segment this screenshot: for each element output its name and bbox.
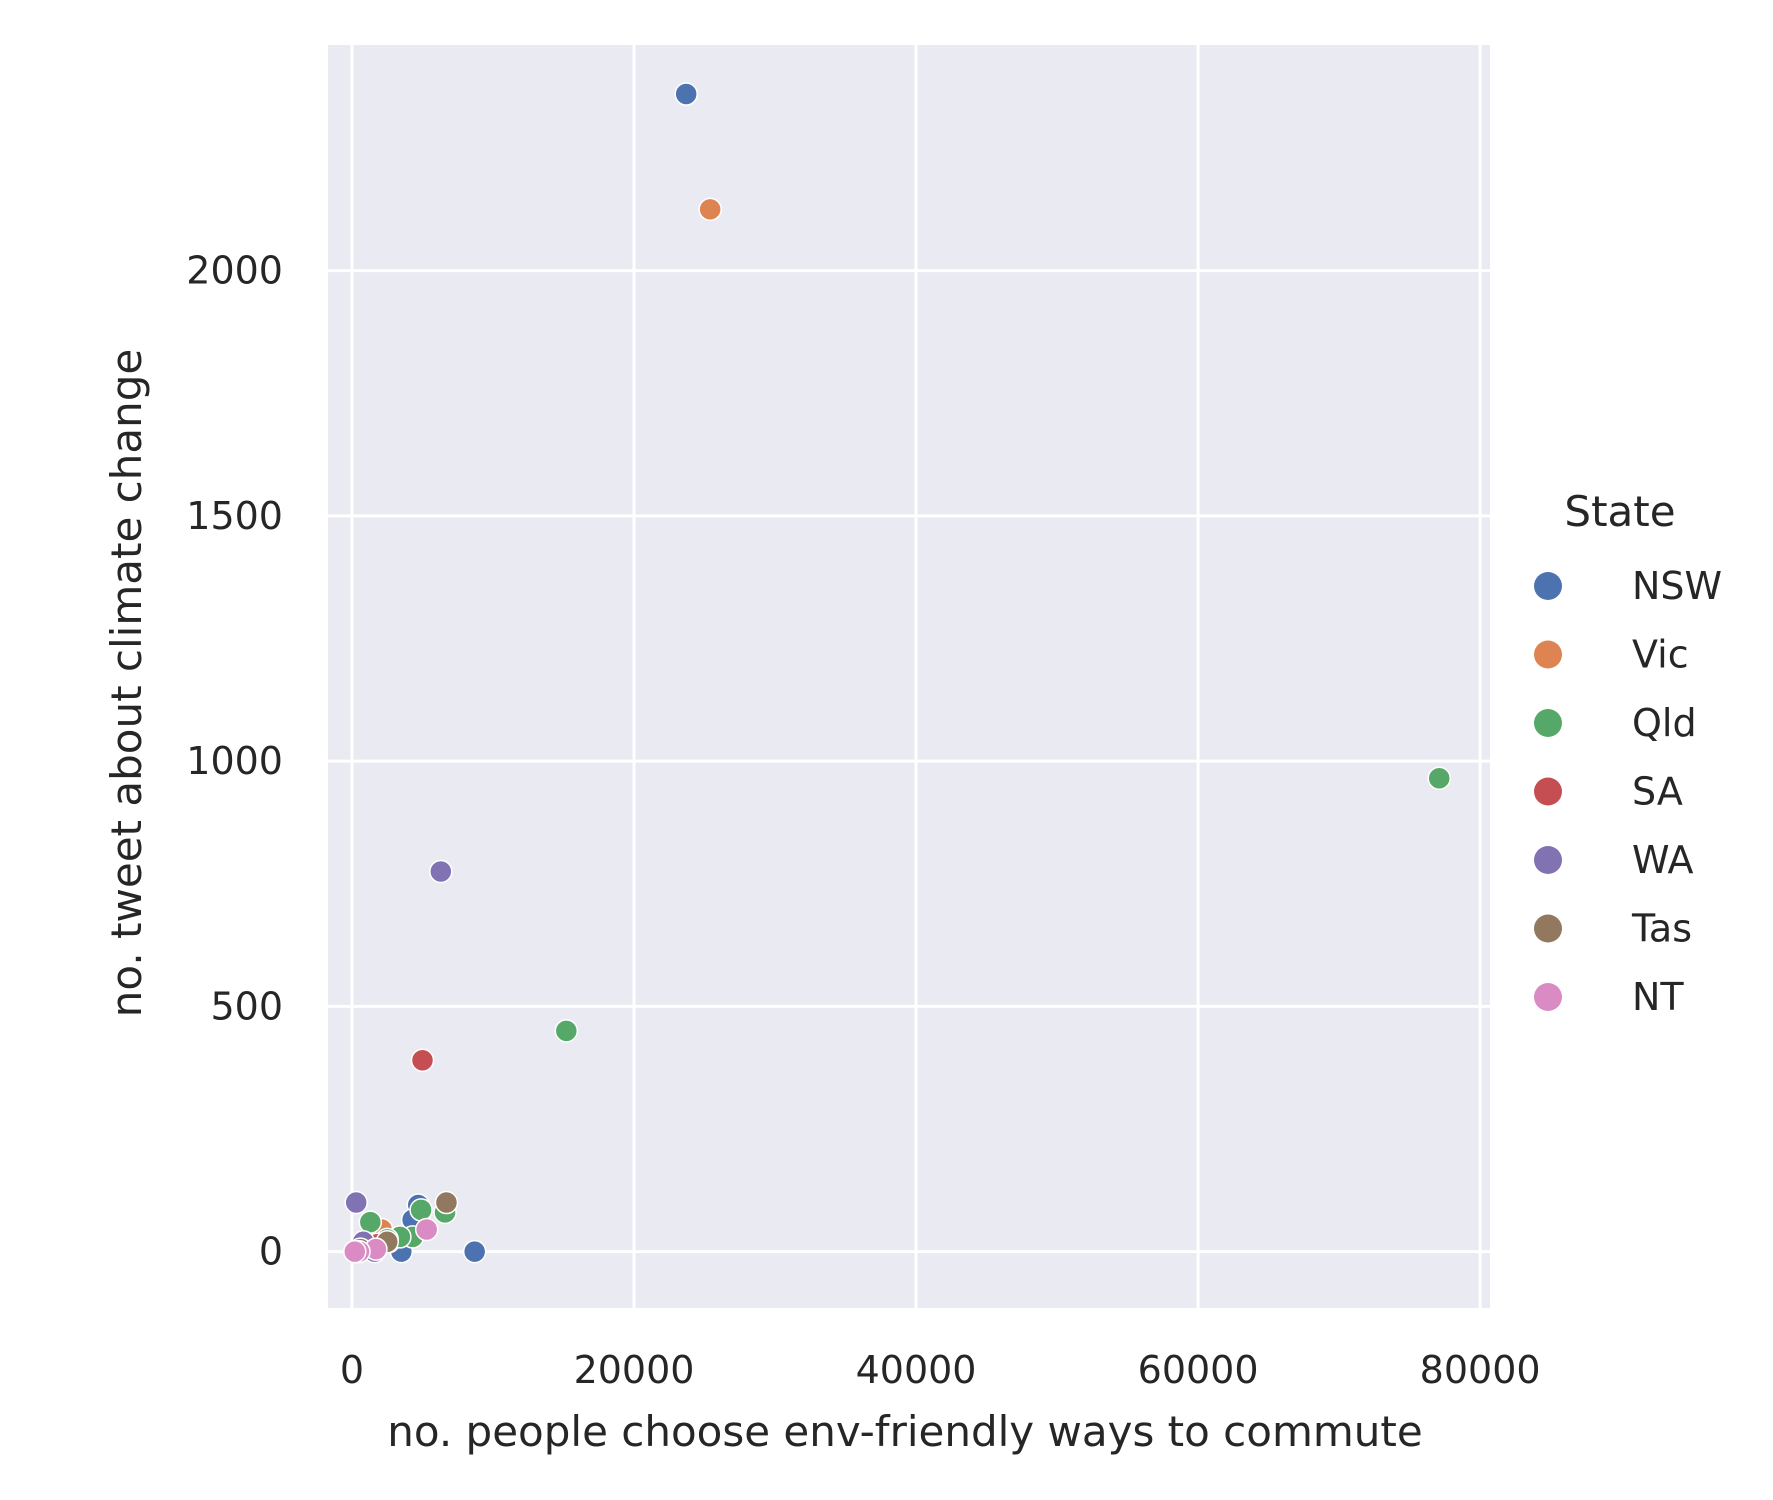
data-point (698, 197, 722, 222)
y-tick-label: 2000 (186, 249, 283, 293)
data-point (409, 1198, 433, 1222)
series-nt (343, 1217, 439, 1264)
legend-label: NT (1632, 975, 1684, 1019)
legend-label: Vic (1632, 633, 1689, 677)
legend: State NSW Vic Qld SA WA Tas NT (1534, 487, 1722, 1019)
y-tick-label: 1000 (186, 739, 283, 783)
data-point (358, 1210, 383, 1234)
legend-label: SA (1632, 770, 1683, 814)
data-point (462, 1239, 487, 1264)
legend-marker (1534, 777, 1562, 806)
x-tick-label: 20000 (574, 1348, 695, 1392)
legend-marker (1534, 983, 1562, 1011)
y-tick-labels: 0 500 1000 1500 2000 (186, 249, 283, 1274)
legend-item: SA (1534, 770, 1683, 814)
data-points (343, 82, 1451, 1264)
data-point (674, 82, 698, 106)
legend-items: NSW Vic Qld SA WA Tas NT (1534, 564, 1722, 1019)
data-point (1427, 766, 1451, 791)
y-axis-label: no. tweet about climate change (102, 349, 151, 1017)
data-point (554, 1019, 579, 1043)
legend-label: Qld (1632, 701, 1697, 745)
plot-area (328, 45, 1490, 1308)
legend-item: Qld (1534, 701, 1697, 745)
legend-item: Tas (1534, 907, 1692, 951)
x-tick-label: 60000 (1138, 1348, 1259, 1392)
grid-lines (328, 45, 1490, 1308)
x-axis-label: no. people choose env-friendly ways to c… (387, 1407, 1422, 1456)
y-tick-label: 500 (210, 984, 283, 1028)
y-tick-label: 1500 (186, 494, 283, 538)
data-point (434, 1190, 459, 1215)
legend-marker (1534, 846, 1562, 874)
x-tick-label: 0 (340, 1348, 364, 1392)
data-point (344, 1190, 368, 1215)
legend-label: WA (1632, 838, 1694, 882)
legend-item: NSW (1534, 564, 1722, 608)
legend-marker (1534, 572, 1562, 600)
legend-label: NSW (1632, 564, 1722, 608)
y-tick-label: 0 (259, 1230, 283, 1274)
legend-title: State (1564, 487, 1675, 536)
legend-item: Vic (1534, 633, 1689, 677)
x-tick-label: 40000 (856, 1348, 977, 1392)
data-point (429, 859, 453, 884)
data-point (343, 1239, 367, 1264)
legend-label: Tas (1631, 907, 1692, 951)
x-tick-labels: 0 20000 40000 60000 80000 (340, 1348, 1541, 1392)
data-point (414, 1217, 439, 1242)
legend-marker (1534, 709, 1562, 737)
x-tick-label: 80000 (1420, 1348, 1541, 1392)
data-point (410, 1048, 435, 1073)
legend-marker (1534, 914, 1562, 943)
legend-item: NT (1534, 975, 1684, 1019)
legend-item: WA (1534, 838, 1694, 882)
legend-marker (1534, 640, 1562, 669)
